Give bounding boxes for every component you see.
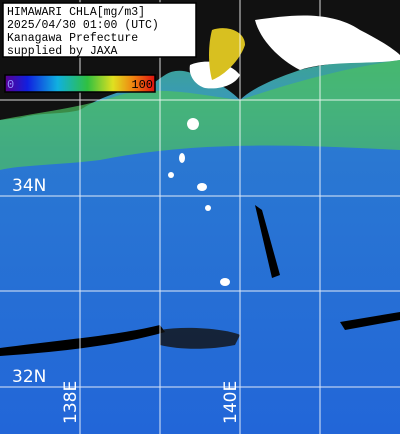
lon-label: 140E xyxy=(221,381,241,424)
colorbar-max: 100 xyxy=(131,78,153,92)
lat-label: 34N xyxy=(12,176,46,196)
colorbar xyxy=(4,74,156,93)
coastal-band xyxy=(0,60,400,170)
cloud xyxy=(160,327,240,349)
header-line: supplied by JAXA xyxy=(7,45,118,58)
header-line: 2025/04/30 01:00 (UTC) xyxy=(7,19,159,32)
island xyxy=(205,205,211,211)
colorbar-min: 0 xyxy=(7,78,14,92)
island xyxy=(187,118,199,130)
cloud xyxy=(255,205,280,278)
island xyxy=(179,153,185,163)
cloud xyxy=(340,312,400,330)
land xyxy=(189,15,400,89)
land xyxy=(209,28,245,80)
island xyxy=(220,278,230,286)
header-line: Kanagawa Prefecture xyxy=(7,32,138,45)
cloud xyxy=(0,325,165,356)
header-line: HIMAWARI CHLA[mg/m3] xyxy=(7,6,145,19)
lat-label: 32N xyxy=(12,367,46,387)
island xyxy=(168,172,174,178)
island xyxy=(197,183,207,191)
header-box xyxy=(2,2,197,58)
lon-label: 138E xyxy=(61,381,81,424)
